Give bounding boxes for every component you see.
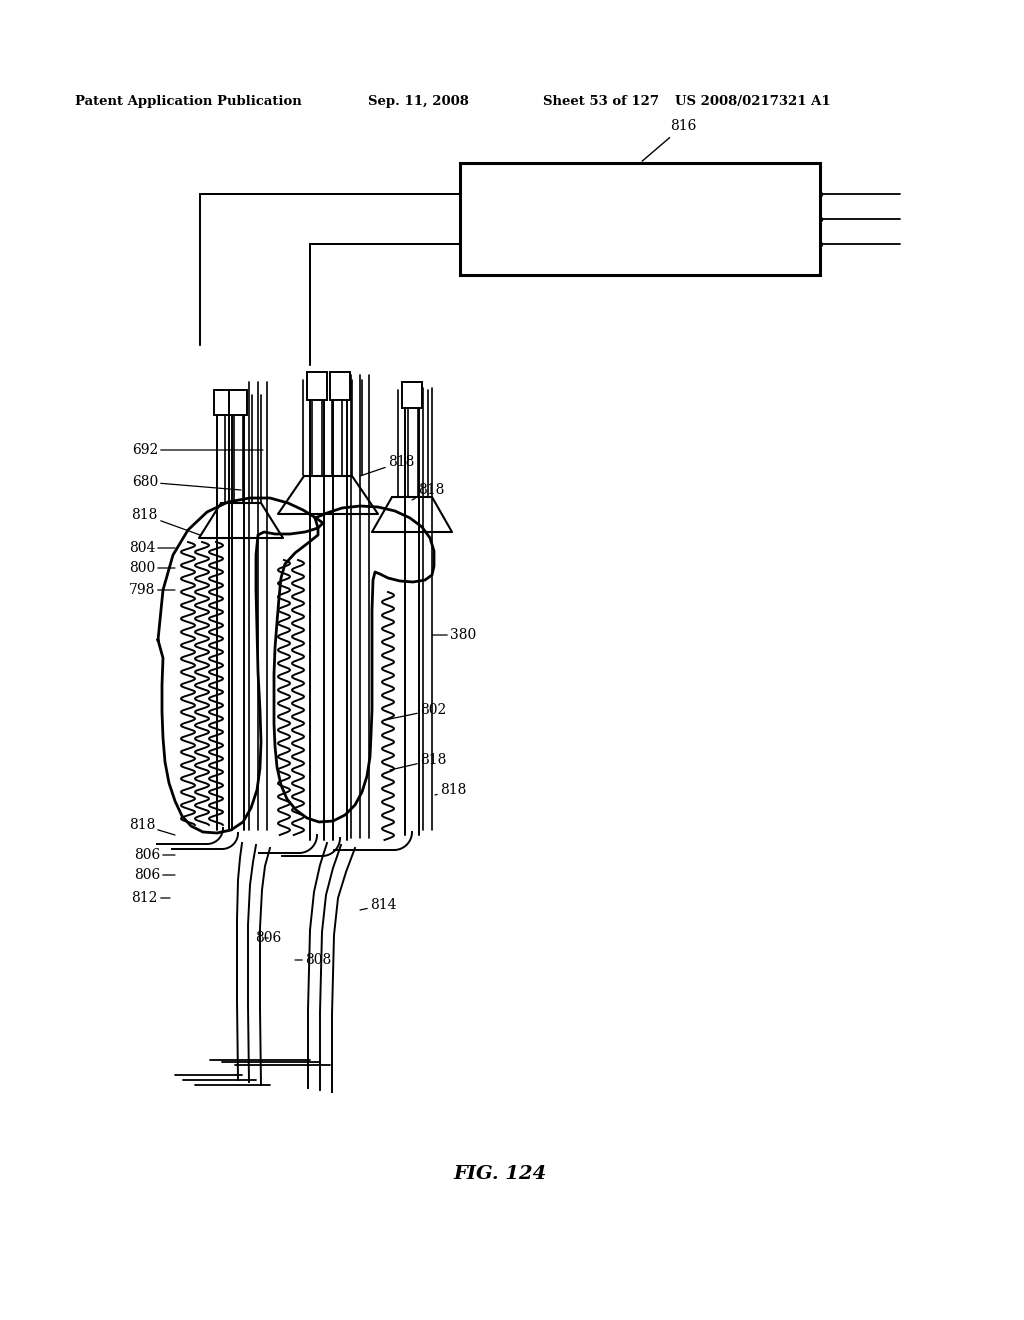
Bar bbox=[330, 372, 350, 400]
Text: 380: 380 bbox=[432, 628, 476, 642]
Text: Sheet 53 of 127: Sheet 53 of 127 bbox=[543, 95, 659, 108]
Text: 802: 802 bbox=[385, 704, 446, 719]
Text: 800: 800 bbox=[129, 561, 175, 576]
Bar bbox=[229, 389, 247, 414]
Text: 818: 818 bbox=[390, 752, 446, 770]
Text: 816: 816 bbox=[642, 119, 696, 161]
Bar bbox=[460, 162, 820, 275]
Text: 806: 806 bbox=[255, 931, 282, 945]
Text: 804: 804 bbox=[129, 541, 175, 554]
Text: Patent Application Publication: Patent Application Publication bbox=[75, 95, 302, 108]
Text: 806: 806 bbox=[134, 847, 175, 862]
Text: 692: 692 bbox=[132, 444, 263, 457]
Text: US 2008/0217321 A1: US 2008/0217321 A1 bbox=[675, 95, 830, 108]
Text: 818: 818 bbox=[435, 783, 466, 797]
Text: 818: 818 bbox=[132, 508, 200, 535]
Text: 680: 680 bbox=[132, 475, 241, 490]
Text: 818: 818 bbox=[360, 455, 415, 477]
Text: 814: 814 bbox=[360, 898, 396, 912]
Text: 818: 818 bbox=[412, 483, 444, 500]
Bar bbox=[402, 381, 422, 408]
Text: Sep. 11, 2008: Sep. 11, 2008 bbox=[368, 95, 469, 108]
Bar bbox=[307, 372, 327, 400]
Text: 812: 812 bbox=[132, 891, 170, 906]
Text: 818: 818 bbox=[129, 818, 175, 836]
Text: 798: 798 bbox=[129, 583, 175, 597]
Text: 808: 808 bbox=[295, 953, 331, 968]
Text: FIG. 124: FIG. 124 bbox=[454, 1166, 547, 1183]
Text: 806: 806 bbox=[134, 869, 175, 882]
Bar bbox=[214, 389, 232, 414]
